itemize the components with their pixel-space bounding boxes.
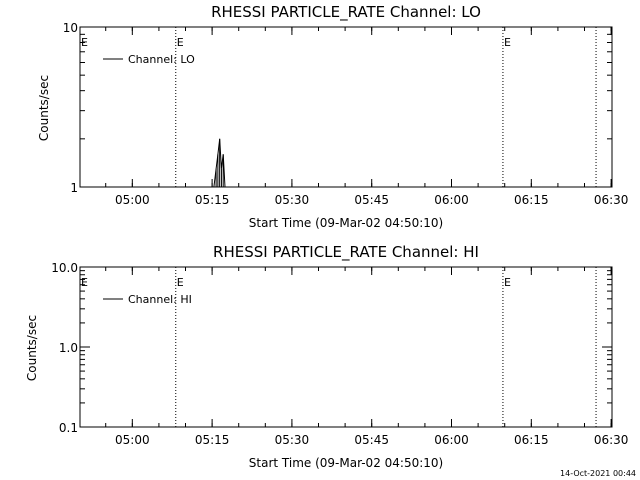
- hi-event-label: E: [504, 276, 511, 289]
- lo-x-tick-label: 05:15: [195, 193, 230, 207]
- lo-x-tick-label: 05:45: [354, 193, 389, 207]
- hi-plot-marks: 05:00 05:15 05:30 05:45 06:00 06:15 06:30 0.1 1.…: [51, 261, 628, 447]
- lo-legend: Channel: LO: [103, 53, 195, 66]
- lo-x-tick-label: 06:30: [594, 193, 629, 207]
- lo-x-axis-label: Start Time (09-Mar-02 04:50:10): [249, 216, 443, 230]
- hi-x-tick-label: 05:45: [354, 433, 389, 447]
- hi-legend-label: Channel: HI: [128, 293, 192, 306]
- lo-event-label-start: E: [81, 36, 88, 49]
- lo-x-tick-label: 06:15: [514, 193, 549, 207]
- hi-x-tick-label: 05:00: [115, 433, 150, 447]
- hi-x-tick-label: 06:30: [594, 433, 629, 447]
- hi-x-tick-label: 06:15: [514, 433, 549, 447]
- lo-x-tick-label: 05:30: [275, 193, 310, 207]
- hi-event-label-start: E: [81, 276, 88, 289]
- lo-event-label: E: [504, 36, 511, 49]
- footer-timestamp: 14-Oct-2021 00:44: [560, 469, 636, 478]
- hi-y-tick-label: 1.0: [59, 341, 78, 355]
- hi-y-tick-label: 0.1: [59, 421, 78, 435]
- hi-legend: Channel: HI: [103, 293, 192, 306]
- lo-x-tick-label: 05:00: [115, 193, 150, 207]
- lo-x-tick-label: 06:00: [434, 193, 469, 207]
- lo-y-tick-label: 1: [70, 181, 78, 195]
- lo-channel-panel: RHESSI PARTICLE_RATE Channel: LO Counts/…: [37, 3, 628, 230]
- lo-y-axis-label: Counts/sec: [37, 75, 51, 141]
- lo-chart-title: RHESSI PARTICLE_RATE Channel: LO: [211, 3, 481, 22]
- hi-x-axis-label: Start Time (09-Mar-02 04:50:10): [249, 456, 443, 470]
- hi-x-tick-label: 05:30: [275, 433, 310, 447]
- hi-channel-panel: RHESSI PARTICLE_RATE Channel: HI Counts/…: [25, 243, 628, 470]
- lo-legend-label: Channel: LO: [128, 53, 195, 66]
- hi-y-tick-label: 10.0: [51, 261, 78, 275]
- hi-event-label: E: [177, 276, 184, 289]
- hi-y-axis-label: Counts/sec: [25, 315, 39, 381]
- hi-x-tick-label: 06:00: [434, 433, 469, 447]
- lo-plot-frame: [79, 26, 613, 188]
- hi-x-tick-label: 05:15: [195, 433, 230, 447]
- lo-event-label: E: [177, 36, 184, 49]
- lo-y-tick-label: 10: [63, 21, 78, 35]
- hi-chart-title: RHESSI PARTICLE_RATE Channel: HI: [213, 243, 479, 262]
